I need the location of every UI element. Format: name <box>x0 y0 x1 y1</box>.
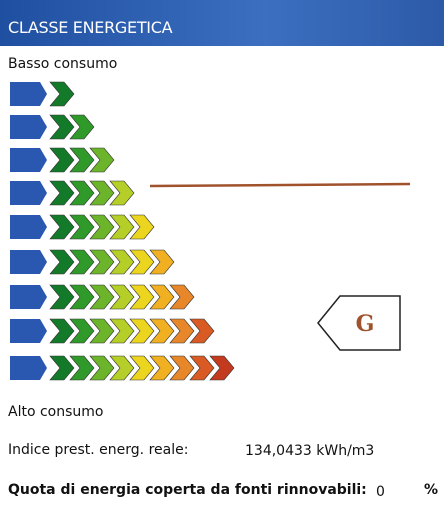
chevron <box>49 147 75 173</box>
scale: NCGFEDCBAA+ G <box>10 81 411 381</box>
class-box <box>10 181 47 205</box>
chevron <box>89 284 115 310</box>
chevron <box>89 214 115 240</box>
chevron <box>89 318 115 344</box>
chevron <box>49 81 75 107</box>
chevron <box>49 249 75 275</box>
renewables-value: 0 <box>376 484 385 500</box>
top-label: Basso consumo <box>8 56 118 72</box>
chevron <box>189 355 215 381</box>
class-box <box>10 82 47 106</box>
index-value: 134,0433 kWh/m3 <box>245 443 375 459</box>
chevron <box>109 355 135 381</box>
chevron <box>49 180 75 206</box>
chevron <box>49 318 75 344</box>
chevron <box>69 249 95 275</box>
chevron <box>109 214 135 240</box>
class-box <box>10 356 47 380</box>
chevron <box>129 249 155 275</box>
chevron <box>69 147 95 173</box>
chevron <box>109 180 135 206</box>
marker-line <box>149 182 411 188</box>
chevron <box>169 355 195 381</box>
chevron <box>69 180 95 206</box>
chevron <box>149 249 175 275</box>
chevron <box>69 318 95 344</box>
chevron <box>89 355 115 381</box>
chevron <box>129 355 155 381</box>
chevron <box>109 249 135 275</box>
index-label: Indice prest. energ. reale: <box>8 442 189 458</box>
chevron <box>189 318 215 344</box>
chevron <box>89 180 115 206</box>
chevron <box>89 147 115 173</box>
chevron <box>129 318 155 344</box>
chevron <box>49 355 75 381</box>
chevron <box>129 214 155 240</box>
renewables-unit: % <box>424 482 439 498</box>
chevron <box>89 249 115 275</box>
class-box <box>10 115 47 139</box>
header: CLASSE ENERGETICA <box>0 0 444 46</box>
chevron <box>49 214 75 240</box>
renewables-label: Quota di energia coperta da fonti rinnov… <box>8 482 367 498</box>
chevron <box>149 355 175 381</box>
chevron <box>69 355 95 381</box>
class-box <box>10 285 47 309</box>
chevron <box>69 114 95 140</box>
rating-box <box>317 295 401 351</box>
chevron <box>129 284 155 310</box>
rating-class: G <box>356 311 375 337</box>
class-box <box>10 319 47 343</box>
title: CLASSE ENERGETICA <box>8 18 173 37</box>
chevron <box>49 284 75 310</box>
chevron <box>109 284 135 310</box>
chevron <box>169 318 195 344</box>
class-box <box>10 148 47 172</box>
class-box <box>10 215 47 239</box>
chevron <box>149 318 175 344</box>
chevron <box>69 214 95 240</box>
chevron <box>109 318 135 344</box>
chevron <box>169 284 195 310</box>
chevron <box>149 284 175 310</box>
chevron <box>69 284 95 310</box>
bottom-label: Alto consumo <box>8 404 104 420</box>
class-box <box>10 250 47 274</box>
chevron <box>209 355 235 381</box>
chevron <box>49 114 75 140</box>
